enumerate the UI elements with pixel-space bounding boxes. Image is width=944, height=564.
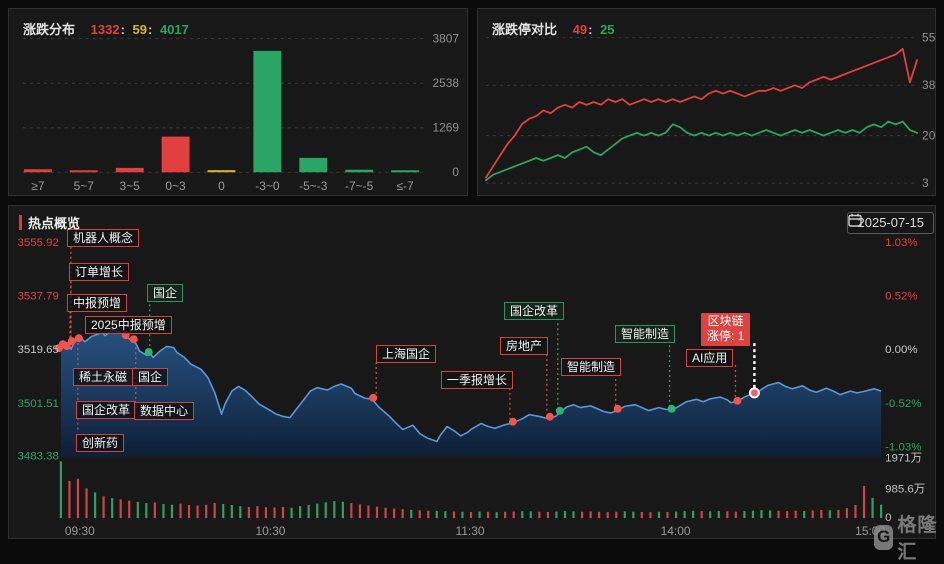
hotspot-title: 热点概览: [28, 216, 81, 231]
title-accent-bar: [19, 215, 22, 230]
distribution-bar-chart[interactable]: 0 1269 2538 3807 ≥7 5~7 3~5 0~3 0 -3~0 -5~-3 -7~-5 ≤…: [9, 9, 467, 195]
limit-line-chart[interactable]: 3 20 38 55: [478, 9, 935, 195]
svg-text:-3~0: -3~0: [255, 179, 280, 193]
hotspot-price-chart[interactable]: 3555.92 3537.79 3519.65 3501.51 3483.38 1.03%…: [9, 206, 935, 538]
distribution-up-count: 1332: [90, 22, 120, 37]
svg-text:0: 0: [452, 165, 459, 179]
svg-text:3: 3: [922, 176, 929, 190]
gelonghui-logo-icon: G: [874, 524, 894, 550]
panel-hotspot-overview: 热点概览 2025-07-15 3555.92 3537.79 3519.65 350…: [8, 205, 936, 539]
svg-text:3807: 3807: [432, 32, 459, 46]
svg-text:38: 38: [922, 78, 935, 92]
svg-text:20: 20: [922, 129, 935, 143]
svg-text:0.52%: 0.52%: [885, 290, 917, 302]
svg-text:55: 55: [922, 31, 935, 45]
gelonghui-watermark: G 格隆汇: [874, 510, 944, 564]
svg-text:-1.03%: -1.03%: [885, 442, 921, 454]
svg-text:1269: 1269: [432, 121, 459, 135]
svg-text:0: 0: [885, 512, 891, 524]
svg-text:2538: 2538: [432, 76, 459, 90]
svg-text:10:30: 10:30: [255, 524, 285, 538]
limit-up-count: 49: [572, 22, 588, 37]
svg-text:985.6万: 985.6万: [885, 483, 925, 495]
svg-text:09:30: 09:30: [65, 524, 95, 538]
svg-text:5~7: 5~7: [74, 179, 95, 193]
svg-text:-5~-3: -5~-3: [299, 179, 328, 193]
date-value: 2025-07-15: [857, 215, 925, 230]
svg-text:1.03%: 1.03%: [885, 237, 917, 249]
svg-text:3501.51: 3501.51: [17, 398, 58, 410]
svg-text:3483.38: 3483.38: [17, 450, 58, 462]
svg-text:3~5: 3~5: [120, 179, 141, 193]
distribution-title: 涨跌分布: [23, 22, 76, 37]
limit-header: 涨跌停对比 49: 25: [492, 22, 615, 37]
svg-text:-7~-5: -7~-5: [345, 179, 374, 193]
svg-text:1971万: 1971万: [885, 452, 922, 464]
svg-text:≤-7: ≤-7: [396, 179, 414, 193]
calendar-icon: [847, 213, 862, 227]
svg-text:11:30: 11:30: [455, 524, 484, 538]
svg-text:0~3: 0~3: [165, 179, 186, 193]
distribution-down-count: 4017: [159, 22, 189, 37]
date-picker[interactable]: 2025-07-15: [846, 212, 934, 234]
panel-limit-up-down-compare: 涨跌停对比 49: 25 3 20 38 55: [477, 8, 936, 196]
svg-text:0.00%: 0.00%: [885, 344, 917, 356]
limit-title: 涨跌停对比: [492, 22, 558, 37]
svg-text:≥7: ≥7: [31, 179, 45, 193]
limit-down-count: 25: [600, 22, 615, 37]
svg-text:14:00: 14:00: [661, 524, 691, 538]
svg-text:0: 0: [218, 179, 225, 193]
svg-text:3555.92: 3555.92: [17, 237, 58, 249]
gelonghui-logo-text: 格隆汇: [897, 515, 938, 563]
panel-rise-fall-distribution: 涨跌分布 1332: 59: 4017 0 1269 2538 3807 ≥7 5~7 3~…: [8, 8, 468, 196]
distribution-header: 涨跌分布 1332: 59: 4017: [23, 22, 189, 37]
svg-text:3519.65: 3519.65: [17, 344, 58, 356]
svg-text:-0.52%: -0.52%: [885, 398, 921, 410]
distribution-flat-count: 59: [132, 22, 147, 37]
svg-text:3537.79: 3537.79: [17, 290, 58, 302]
